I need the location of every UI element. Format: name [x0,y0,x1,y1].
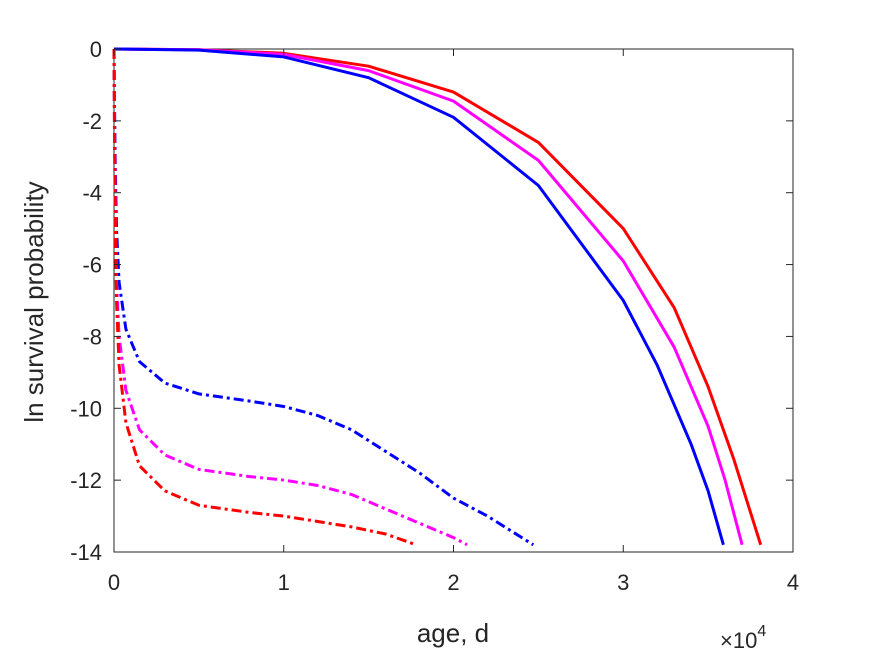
tick-layer [113,48,794,553]
y-tick-label: -6 [82,253,102,278]
y-tick-label: -10 [70,396,102,421]
x-axis-label: age, d [417,618,489,648]
series-line-5-dashdot [112,48,468,547]
y-tick-label: -14 [70,540,102,565]
y-tick-label: -4 [82,181,102,206]
series-line-6-dashdot [112,48,417,547]
series-line-3-solid [113,47,725,546]
plot-area [113,48,794,553]
x-tick-label: 2 [447,570,459,595]
y-tick-label: -2 [82,109,102,134]
y-tick-label: 0 [90,37,102,62]
series-line-2-solid [113,47,744,546]
tick-label-layer: 0 1 2 3 4 0 -2 -4 -6 -8 -10 -12 -14 [70,37,799,595]
y-tick-label: -8 [82,324,102,349]
series-layer [112,47,763,547]
y-axis-label: ln survival probability [19,181,49,422]
x-exponent-power: 4 [757,623,766,640]
x-tick-label: 4 [787,570,799,595]
x-tick-label: 1 [278,570,290,595]
x-axis-exponent: ×104 [720,623,766,653]
x-tick-label: 3 [617,570,629,595]
y-tick-label: -12 [70,468,102,493]
x-exponent-base: ×10 [720,628,757,653]
x-tick-label: 0 [108,570,120,595]
